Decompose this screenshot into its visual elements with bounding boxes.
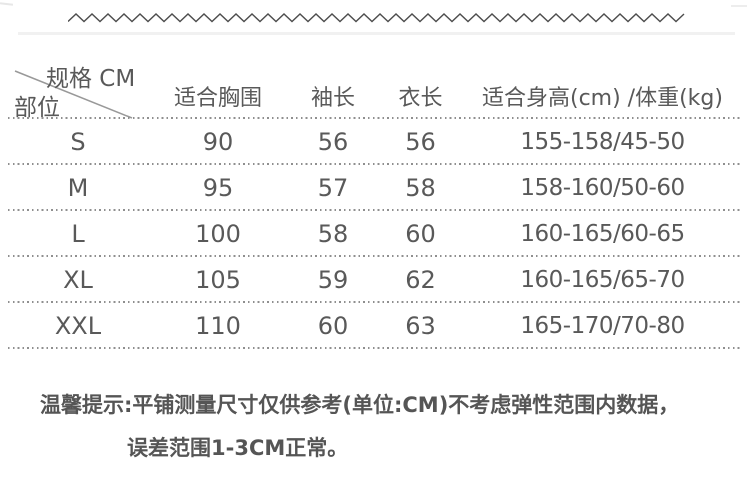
height-weight-value: 158-160/50-60 bbox=[520, 174, 685, 201]
column-header-sleeve: 袖长 bbox=[310, 86, 355, 111]
size-table: 规格 CM 部位 适合胸围 袖长 衣长 适合身高(cm) /体重(kg) S 9… bbox=[8, 55, 742, 349]
size-label: S bbox=[70, 128, 86, 156]
chest-value: 100 bbox=[195, 220, 241, 248]
table-row-s: S 90 56 56 155-158/45-50 bbox=[8, 119, 742, 165]
length-value: 60 bbox=[405, 220, 436, 248]
sleeve-value: 56 bbox=[317, 128, 349, 156]
size-label: M bbox=[67, 174, 89, 202]
chest-value: 95 bbox=[202, 174, 234, 202]
sleeve-value: 57 bbox=[317, 174, 349, 202]
table-row-xl: XL 105 59 62 160-165/65-70 bbox=[8, 257, 742, 303]
edge-fragment-left bbox=[0, 2, 14, 6]
corner-spec-label: 规格 CM bbox=[46, 66, 136, 92]
zigzag-divider-icon bbox=[68, 13, 685, 23]
table-row-m: M 95 57 58 158-160/50-60 bbox=[8, 165, 742, 211]
diagonal-line-icon bbox=[14, 70, 133, 119]
notice-line-2: 误差范围1-3CM正常。 bbox=[127, 436, 349, 460]
table-header-row: 规格 CM 部位 适合胸围 袖长 衣长 适合身高(cm) /体重(kg) bbox=[8, 55, 742, 121]
sleeve-value: 58 bbox=[317, 220, 349, 248]
height-weight-value: 160-165/65-70 bbox=[520, 266, 685, 293]
size-label: XXL bbox=[54, 312, 102, 340]
chest-value: 105 bbox=[195, 266, 241, 294]
length-value: 56 bbox=[405, 128, 436, 156]
table-row-l: L 100 58 60 160-165/60-65 bbox=[8, 211, 742, 257]
top-divider-line bbox=[18, 32, 735, 35]
length-value: 63 bbox=[405, 312, 436, 340]
height-weight-value: 165-170/70-80 bbox=[520, 312, 685, 339]
column-header-height-weight: 适合身高(cm) /体重(kg) bbox=[482, 86, 723, 111]
chest-value: 90 bbox=[202, 128, 234, 156]
table-corner-cell: 规格 CM 部位 bbox=[8, 55, 148, 121]
length-value: 62 bbox=[405, 266, 436, 294]
chest-value: 110 bbox=[195, 312, 241, 340]
column-header-chest: 适合胸围 bbox=[173, 86, 262, 111]
notice-line-1: 温馨提示:平铺测量尺寸仅供参考(单位:CM)不考虑弹性范围内数据， bbox=[40, 393, 680, 417]
size-label: XL bbox=[63, 266, 93, 294]
corner-part-label: 部位 bbox=[14, 95, 60, 121]
column-header-length: 衣长 bbox=[398, 86, 443, 111]
height-weight-value: 155-158/45-50 bbox=[520, 128, 685, 155]
sleeve-value: 59 bbox=[317, 266, 349, 294]
height-weight-value: 160-165/60-65 bbox=[520, 220, 685, 247]
size-label: L bbox=[71, 220, 85, 248]
length-value: 58 bbox=[405, 174, 436, 202]
edge-fragment-right bbox=[731, 5, 747, 7]
table-row-xxl: XXL 110 60 63 165-170/70-80 bbox=[8, 303, 742, 349]
sleeve-value: 60 bbox=[317, 312, 349, 340]
